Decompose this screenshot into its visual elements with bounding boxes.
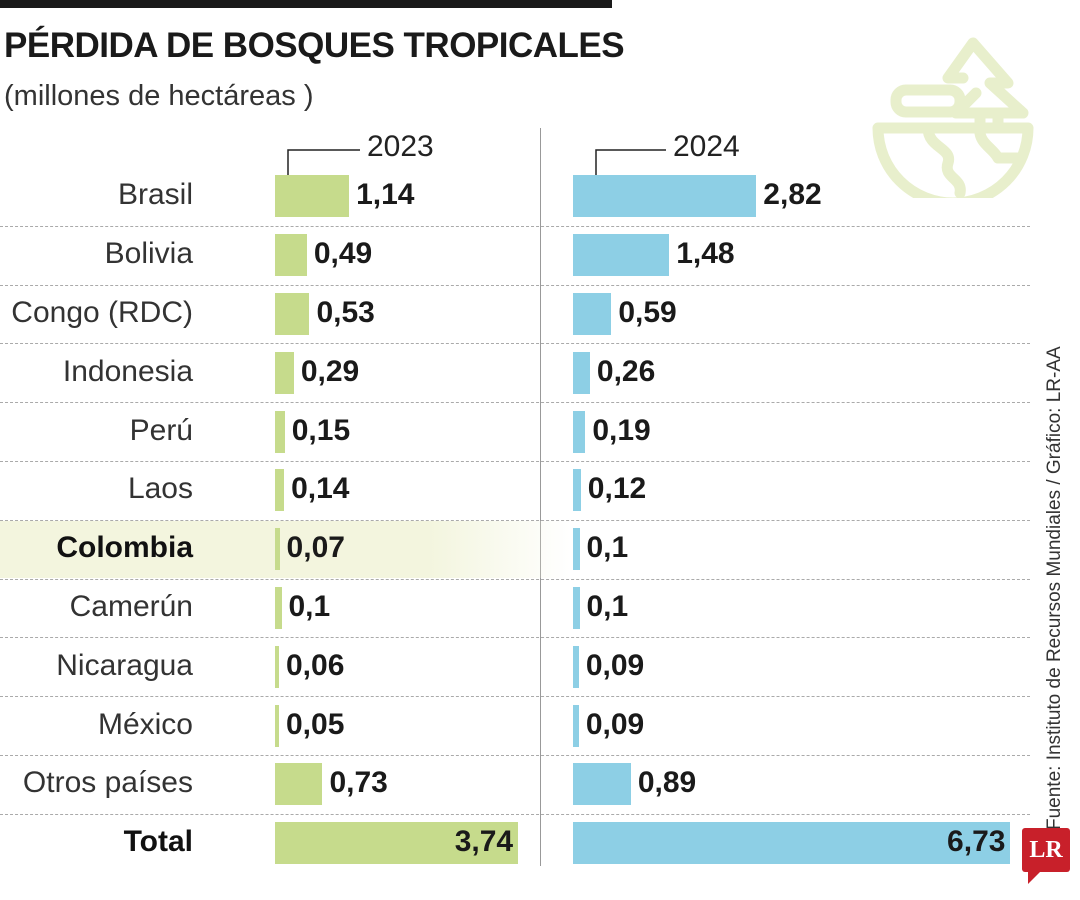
value-label-2023: 0,05: [286, 707, 345, 741]
value-label-2023: 0,1: [288, 590, 331, 623]
bar-2023: [275, 763, 323, 806]
source-note: Fuente: Instituto de Recursos Mundiales …: [1044, 346, 1065, 830]
bar-2023: [275, 587, 282, 629]
column-divider: [540, 128, 541, 866]
legend-leaders: [283, 149, 666, 188]
country-label: Congo (RDC): [11, 296, 193, 329]
bar-2023: [275, 822, 519, 865]
bar-2023: [275, 293, 310, 335]
value-label-2023: 0,53: [316, 296, 375, 329]
forest-globe-icon: [872, 37, 1034, 198]
row-separator: [0, 519, 1030, 521]
country-label: Indonesia: [62, 354, 193, 388]
country-label: Brasil: [117, 178, 193, 212]
value-label-2024: 0,26: [596, 354, 656, 388]
value-label-2024: 1,48: [676, 237, 735, 271]
bar-2024: [573, 528, 580, 571]
value-label-2023: 3,74: [454, 825, 514, 859]
value-label-2024: 2,82: [763, 178, 822, 212]
chart-subtitle: (millones de hectáreas ): [4, 80, 314, 112]
bar-2023: [275, 645, 279, 688]
country-label: Colombia: [56, 531, 193, 565]
row-separator: [0, 402, 1030, 404]
row-separator: [0, 813, 1030, 815]
country-label: México: [97, 707, 193, 741]
bar-2024: [573, 822, 1011, 865]
value-label-2023: 0,49: [313, 237, 373, 271]
row-separator: [0, 637, 1030, 639]
row-separator: [0, 284, 1030, 286]
bar-2023: [275, 469, 285, 512]
value-label-2024: 6,73: [947, 825, 1006, 859]
lr-logo: LR: [1022, 828, 1070, 884]
value-label-2024: 0,59: [618, 296, 677, 329]
leader-line-2024: [595, 149, 666, 183]
bar-2024: [573, 763, 631, 806]
leader-line-2023: [287, 149, 360, 183]
row-separator: [0, 343, 1030, 345]
chart-title: PÉRDIDA DE BOSQUES TROPICALES: [4, 26, 625, 65]
bar-2024: [573, 645, 579, 688]
row-separator: [0, 461, 1030, 462]
country-label: Camerún: [69, 590, 193, 623]
bar-2024: [573, 351, 590, 394]
country-label: Laos: [127, 472, 193, 506]
bar-2024: [573, 704, 579, 747]
value-label-2023: 0,07: [286, 531, 345, 565]
bar-2024: [573, 587, 580, 629]
country-label: Perú: [129, 413, 193, 447]
legend-2023: 2023: [367, 130, 434, 163]
value-label-2024: 0,09: [585, 648, 645, 682]
country-label: Otros países: [22, 766, 193, 800]
bar-2024: [573, 293, 612, 335]
row-separator: [0, 755, 1030, 756]
bar-2024: [573, 175, 757, 218]
bar-2023: [275, 704, 279, 747]
value-label-2024: 0,1: [586, 531, 629, 565]
bar-2024: [573, 469, 581, 512]
highlight-band: [0, 520, 570, 578]
country-label: Bolivia: [104, 237, 193, 271]
bar-2024: [573, 234, 670, 277]
row-separator: [0, 696, 1030, 698]
total-label: Total: [123, 825, 193, 859]
bar-2023: [275, 351, 294, 394]
top-rule: [0, 0, 612, 8]
bar-2023: [275, 528, 280, 571]
bar-2024: [573, 410, 586, 453]
value-label-2024: 0,89: [637, 766, 697, 800]
value-label-2023: 0,73: [329, 766, 388, 800]
value-label-2023: 1,14: [356, 178, 415, 212]
value-label-2023: 0,06: [286, 648, 345, 682]
row-separator: [0, 225, 1030, 227]
row-separator: [0, 578, 1030, 580]
value-label-2024: 0,12: [587, 472, 647, 506]
bar-2023: [275, 410, 285, 453]
value-label-2023: 0,29: [300, 354, 360, 388]
value-label-2024: 0,09: [585, 707, 645, 741]
value-label-2023: 0,14: [291, 472, 350, 506]
legend-2024: 2024: [673, 130, 740, 163]
country-label: Nicaragua: [56, 648, 193, 682]
value-label-2024: 0,1: [586, 590, 629, 623]
bar-2023: [275, 175, 350, 218]
value-label-2023: 0,15: [291, 413, 351, 447]
bar-2023: [275, 234, 307, 277]
value-label-2024: 0,19: [592, 413, 651, 447]
